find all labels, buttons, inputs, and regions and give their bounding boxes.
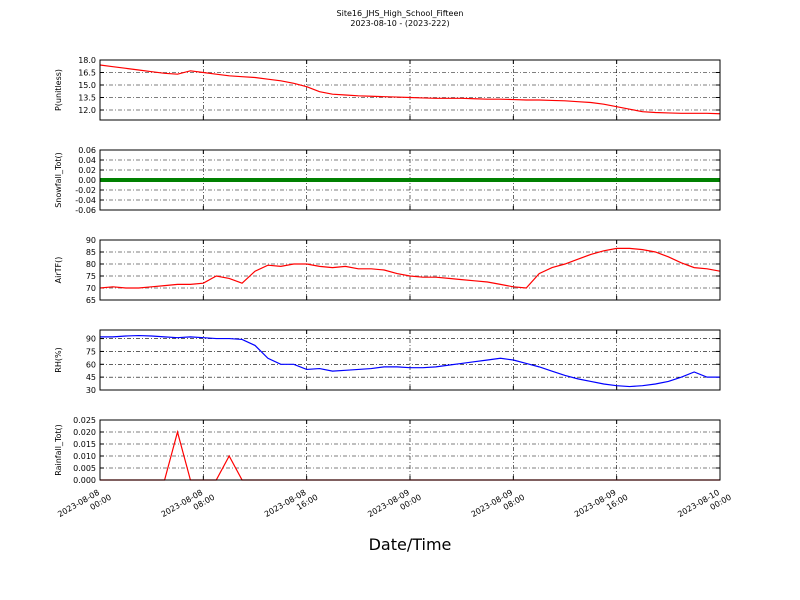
- plot-frame: [99, 239, 721, 301]
- y-tick-label: 18.0: [78, 56, 96, 65]
- x-axis-label: Date/Time: [369, 535, 452, 554]
- y-tick-label: 0.005: [73, 464, 96, 473]
- y-tick-label: 16.5: [78, 69, 96, 78]
- y-tick-label: 70: [86, 284, 96, 293]
- y-tick-label: 0.04: [78, 156, 96, 165]
- y-tick-label: 12.0: [78, 106, 96, 115]
- y-tick-label: 0.02: [78, 166, 96, 175]
- y-tick-label: 0.020: [73, 428, 96, 437]
- y-tick-label: -0.06: [75, 206, 96, 215]
- y-axis-label: Rainfall_Tot(): [54, 424, 63, 476]
- y-tick-label: -0.02: [75, 186, 96, 195]
- y-tick-label: 30: [86, 386, 96, 395]
- y-tick-label: 90: [86, 236, 96, 245]
- y-tick-label: 45: [86, 373, 96, 382]
- data-line: [99, 64, 721, 115]
- y-axis-label: AirTF(): [54, 257, 63, 284]
- y-tick-label: 80: [86, 260, 96, 269]
- y-tick-label: 0.015: [73, 440, 96, 449]
- y-tick-label: -0.04: [75, 196, 96, 205]
- y-axis-label: RH(%): [54, 347, 63, 372]
- y-tick-label: 90: [86, 335, 96, 344]
- y-tick-label: 65: [86, 296, 96, 305]
- data-line: [99, 247, 721, 289]
- y-tick-label: 85: [86, 248, 96, 257]
- plot-frame: [99, 419, 721, 481]
- plot-frame: [99, 59, 721, 121]
- plot-frame: [99, 329, 721, 391]
- data-line: [100, 334, 720, 388]
- y-tick-label: 13.5: [78, 94, 96, 103]
- chart-title: Site16_JHS_High_School_Fifteen: [337, 9, 464, 18]
- y-tick-label: 0.010: [73, 452, 96, 461]
- y-tick-label: 75: [86, 272, 96, 281]
- plot-frame: [99, 149, 721, 211]
- y-tick-label: 75: [86, 347, 96, 356]
- y-tick-label: 0.06: [78, 146, 96, 155]
- y-tick-label: 0.025: [73, 416, 96, 425]
- chart-subtitle: 2023-08-10 - (2023-222): [350, 19, 449, 28]
- y-axis-label: Snowfall_Tot(): [54, 152, 63, 208]
- y-tick-label: 0.000: [73, 476, 96, 485]
- y-tick-label: 0.00: [78, 176, 96, 185]
- y-tick-label: 15.0: [78, 81, 96, 90]
- y-tick-label: 60: [86, 360, 96, 369]
- y-axis-label: P(unitless): [54, 69, 63, 111]
